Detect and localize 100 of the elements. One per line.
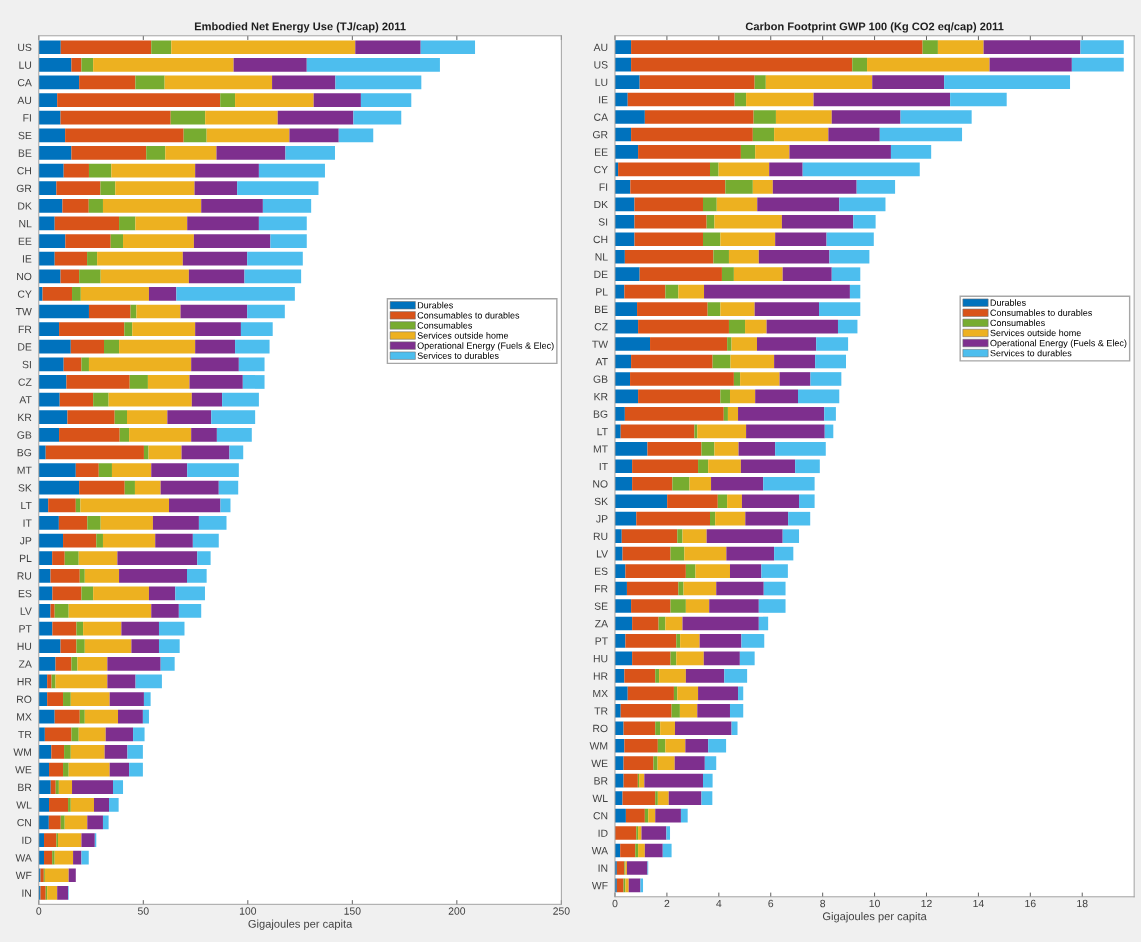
y-tick-label: TR <box>594 707 608 715</box>
y-tick-label: CH <box>593 235 608 244</box>
y-tick-label: NL <box>595 253 608 261</box>
y-tick-label: BG <box>17 448 32 457</box>
y-tick-label: CN <box>17 818 31 827</box>
y-tick-label: RO <box>17 695 32 703</box>
y-tick-label: ES <box>595 567 608 575</box>
y-tick-label: ZA <box>595 620 609 628</box>
y-tick-label: PL <box>19 554 32 562</box>
x-tick-label: 16 <box>1025 899 1036 908</box>
legend-label: Consumables <box>417 322 473 329</box>
y-tick-label: KR <box>18 413 32 421</box>
x-tick-label: 4 <box>716 899 722 908</box>
y-tick-label: KR <box>594 393 608 401</box>
y-tick-label: WM <box>589 742 608 750</box>
y-tick-label: HR <box>17 678 32 686</box>
y-tick-label: US <box>18 43 32 52</box>
y-tick-label: GB <box>17 431 32 439</box>
y-tick-label: SE <box>18 131 32 140</box>
y-tick-label: TR <box>18 730 32 739</box>
legend-label: Services outside home <box>990 329 1081 337</box>
y-tick-label: IN <box>598 864 608 872</box>
y-tick-label: RU <box>593 532 608 541</box>
y-tick-label: US <box>594 61 608 69</box>
y-tick-label: FI <box>23 114 31 122</box>
legend-label: Durables <box>417 301 453 309</box>
x-tick-label: 10 <box>869 899 880 908</box>
y-tick-label: JP <box>19 537 32 545</box>
x-tick-label: 200 <box>448 907 466 915</box>
legend-label: Operational Energy (Fuels & Elec) <box>417 342 554 351</box>
y-tick-label: GR <box>592 130 608 139</box>
y-tick-label: LU <box>595 78 608 86</box>
y-tick-label: WF <box>15 871 32 880</box>
y-tick-label: HR <box>593 672 608 680</box>
x-tick-label: 100 <box>239 907 257 915</box>
y-tick-label: CZ <box>594 323 608 331</box>
chart-title: Carbon Footprint GWP 100 (Kg CO2 eq/cap) 2011 <box>745 22 1004 33</box>
y-tick-label: IE <box>599 96 608 104</box>
y-tick-label: CY <box>17 290 32 298</box>
y-tick-label: WE <box>591 759 608 767</box>
legend-label: Operational Energy (Fuels & Elec) <box>990 339 1127 349</box>
y-tick-label: RU <box>17 572 32 580</box>
y-tick-label: MT <box>593 445 608 453</box>
y-tick-label: DK <box>594 200 608 209</box>
y-tick-label: DK <box>18 202 32 210</box>
y-tick-label: PL <box>596 288 608 296</box>
y-tick-label: MX <box>17 713 32 721</box>
legend-label: Durables <box>990 299 1026 306</box>
y-tick-label: CN <box>593 812 608 820</box>
y-tick-label: SE <box>594 602 608 610</box>
y-tick-label: GB <box>593 375 608 383</box>
x-tick-label: 8 <box>820 899 826 908</box>
legend-label: Services to durables <box>417 352 499 359</box>
y-tick-label: IT <box>599 462 608 471</box>
y-tick-label: LV <box>20 607 32 615</box>
x-tick-label: 50 <box>137 907 149 915</box>
y-tick-label: SK <box>18 484 32 492</box>
y-tick-label: ID <box>22 836 32 844</box>
y-tick-label: WA <box>591 847 609 855</box>
x-tick-label: 12 <box>921 899 932 908</box>
y-tick-label: AU <box>593 43 608 52</box>
y-tick-label: HU <box>593 655 608 663</box>
y-tick-label: AT <box>595 358 608 366</box>
x-tick-label: 18 <box>1077 899 1088 908</box>
y-tick-label: ZA <box>18 660 32 668</box>
y-tick-label: FI <box>599 183 608 191</box>
y-tick-label: MT <box>17 466 32 474</box>
x-tick-label: 14 <box>973 899 984 908</box>
legend-label: Services to durables <box>990 349 1072 357</box>
y-tick-label: BE <box>595 305 608 313</box>
y-tick-label: MX <box>593 689 608 698</box>
y-tick-label: WF <box>591 882 608 890</box>
y-tick-label: PT <box>595 637 608 645</box>
x-tick-label: 250 <box>553 907 570 915</box>
y-tick-label: BR <box>18 783 32 791</box>
y-tick-label: LU <box>19 61 32 69</box>
legend-label: Consumables <box>990 319 1045 327</box>
legend-label: Services outside home <box>417 332 509 339</box>
y-tick-label: EE <box>18 237 32 245</box>
y-tick-label: ID <box>598 829 608 837</box>
x-tick-label: 2 <box>664 899 670 908</box>
y-tick-label: IT <box>23 519 32 527</box>
legend-label: Consumables to durables <box>990 309 1093 316</box>
y-tick-label: EE <box>595 148 608 156</box>
y-tick-label: WL <box>592 794 608 802</box>
y-tick-label: DE <box>18 343 32 351</box>
y-tick-label: WE <box>15 766 32 774</box>
y-tick-label: NO <box>593 480 608 488</box>
y-tick-label: LV <box>596 550 609 558</box>
y-tick-label: SI <box>598 218 608 226</box>
y-tick-label: FR <box>595 585 608 593</box>
y-tick-label: IN <box>22 889 31 897</box>
y-tick-label: WM <box>13 748 31 756</box>
y-tick-label: BR <box>594 777 608 785</box>
y-tick-label: CY <box>594 165 608 174</box>
y-tick-label: TW <box>592 340 609 348</box>
y-tick-label: NO <box>17 272 32 281</box>
x-tick-label: 150 <box>344 907 361 915</box>
y-tick-label: LT <box>597 427 608 436</box>
y-tick-label: CA <box>594 113 609 121</box>
